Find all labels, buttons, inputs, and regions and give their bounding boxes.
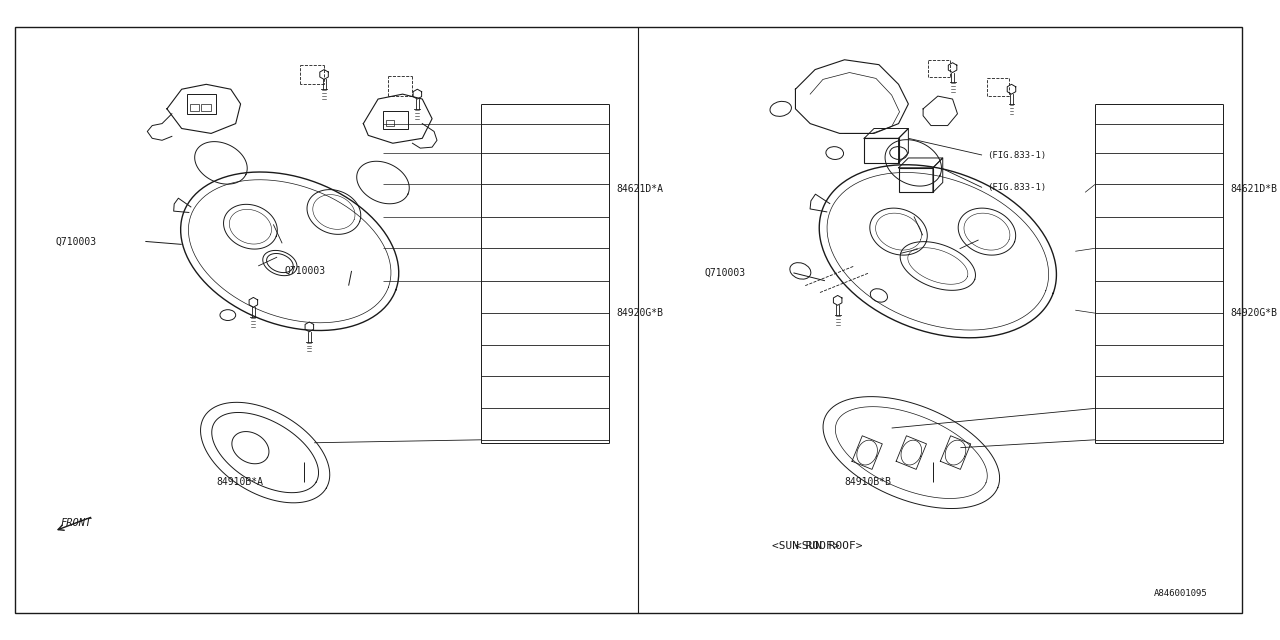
Text: Q710003: Q710003 [56,236,97,246]
Text: 84621D*B: 84621D*B [1230,184,1277,195]
Text: <SUN ROOF>: <SUN ROOF> [772,541,838,551]
Text: <SUN ROOF>: <SUN ROOF> [795,541,863,551]
Text: 84920G*B: 84920G*B [617,308,664,318]
Text: 84910B*B: 84910B*B [845,477,892,487]
Text: (FIG.833-1): (FIG.833-1) [987,150,1046,159]
Text: FRONT: FRONT [61,518,92,528]
Bar [201,104,211,111]
Bar [387,120,394,125]
Text: Q710003: Q710003 [704,268,745,278]
Bar [383,111,407,129]
Bar [899,168,933,193]
Bar [189,104,200,111]
Text: (FIG.833-1): (FIG.833-1) [987,183,1046,192]
Text: Q710003: Q710003 [284,266,326,276]
Text: A846001095: A846001095 [1153,589,1207,598]
Bar [864,138,899,163]
Text: 84910B*A: 84910B*A [216,477,264,487]
Text: 84920G*B: 84920G*B [1230,308,1277,318]
Text: 84621D*A: 84621D*A [617,184,664,195]
Bar [187,94,216,114]
